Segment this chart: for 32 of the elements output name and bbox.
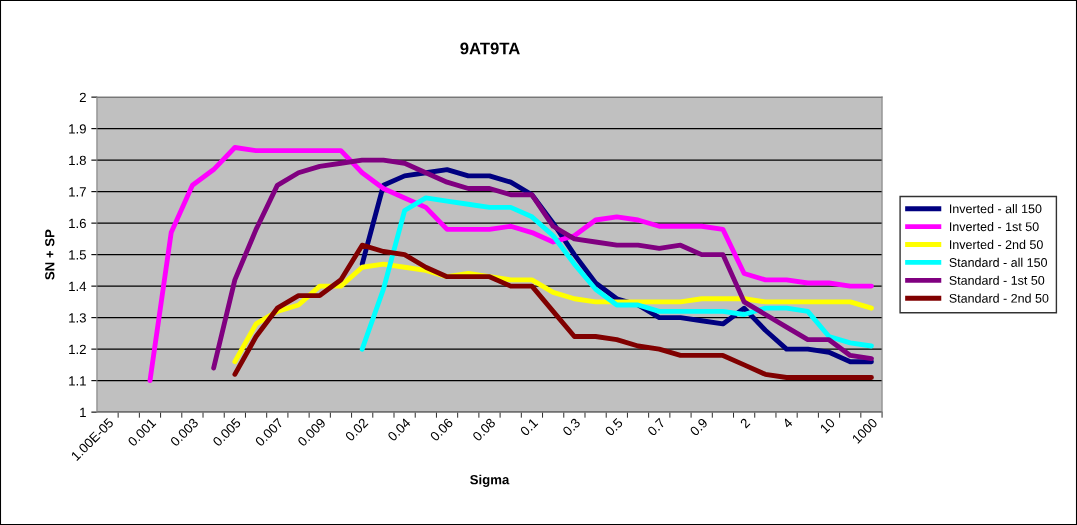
- x-axis-title: Sigma: [470, 474, 510, 488]
- x-tick-label: 4: [781, 417, 794, 429]
- y-tick-label: 1.5: [69, 250, 86, 260]
- y-tick-label: 1.1: [69, 376, 86, 386]
- x-tick-label: 2: [739, 417, 751, 429]
- line-series: [232, 242, 874, 380]
- legend-label: Standard - all 150: [949, 257, 1048, 267]
- y-tick-label: 1.7: [69, 187, 86, 197]
- y-tick-label: 1.4: [69, 281, 87, 291]
- y-tick-label: 1.2: [69, 344, 86, 354]
- line-series: [359, 195, 874, 352]
- y-tick-label: 1.3: [69, 313, 86, 323]
- x-tick-label: 0.3: [562, 417, 581, 437]
- legend-label: Inverted - 1st 50: [949, 221, 1039, 232]
- line-series: [147, 145, 874, 384]
- x-tick-label: 0.5: [604, 417, 624, 437]
- y-tick-label: 1.8: [69, 155, 86, 166]
- x-tick-label: 0.1: [519, 417, 539, 437]
- x-tick-label: 0.9: [689, 417, 709, 437]
- line-series: [211, 157, 874, 371]
- legend-label: Standard - 2nd 50: [949, 293, 1049, 303]
- x-tick-label: 0.7: [646, 417, 666, 437]
- legend-label: Inverted - all 150: [949, 204, 1042, 214]
- x-tick-label: 10: [819, 417, 836, 434]
- y-tick-label: 1.6: [69, 218, 86, 229]
- legend-label: Inverted - 2nd 50: [949, 239, 1043, 250]
- legend-label: Standard - 1st 50: [949, 275, 1045, 285]
- y-tick-label: 1: [80, 407, 86, 417]
- y-tick-label: 2: [79, 92, 86, 102]
- chart-title: 9AT9TA: [460, 42, 520, 55]
- y-axis-title: SN + SP: [45, 229, 55, 280]
- y-tick-label: 1.9: [69, 124, 86, 134]
